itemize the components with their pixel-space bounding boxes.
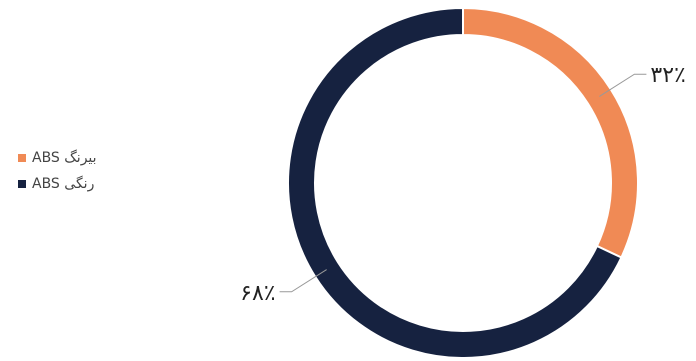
donut-slice-1[interactable]: [287, 6, 623, 359]
legend-item-colorless-abs[interactable]: ABS بیرنگ: [18, 150, 97, 166]
leader-line-0: [599, 73, 647, 97]
leader-line-1: [279, 269, 327, 293]
donut-slice-0[interactable]: [462, 6, 639, 259]
legend-label-colorless-abs: ABS بیرنگ: [32, 150, 97, 166]
legend-swatch-colorless-abs: [18, 154, 26, 162]
data-label-0: ۳۲٪: [650, 63, 685, 88]
legend-label-colored-abs: ABS رنگی: [32, 176, 95, 192]
legend-swatch-colored-abs: [18, 180, 26, 188]
legend-item-colored-abs[interactable]: ABS رنگی: [18, 176, 97, 192]
data-label-1: ۶۸٪: [240, 281, 275, 306]
legend: ABS بیرنگ ABS رنگی: [18, 150, 97, 192]
